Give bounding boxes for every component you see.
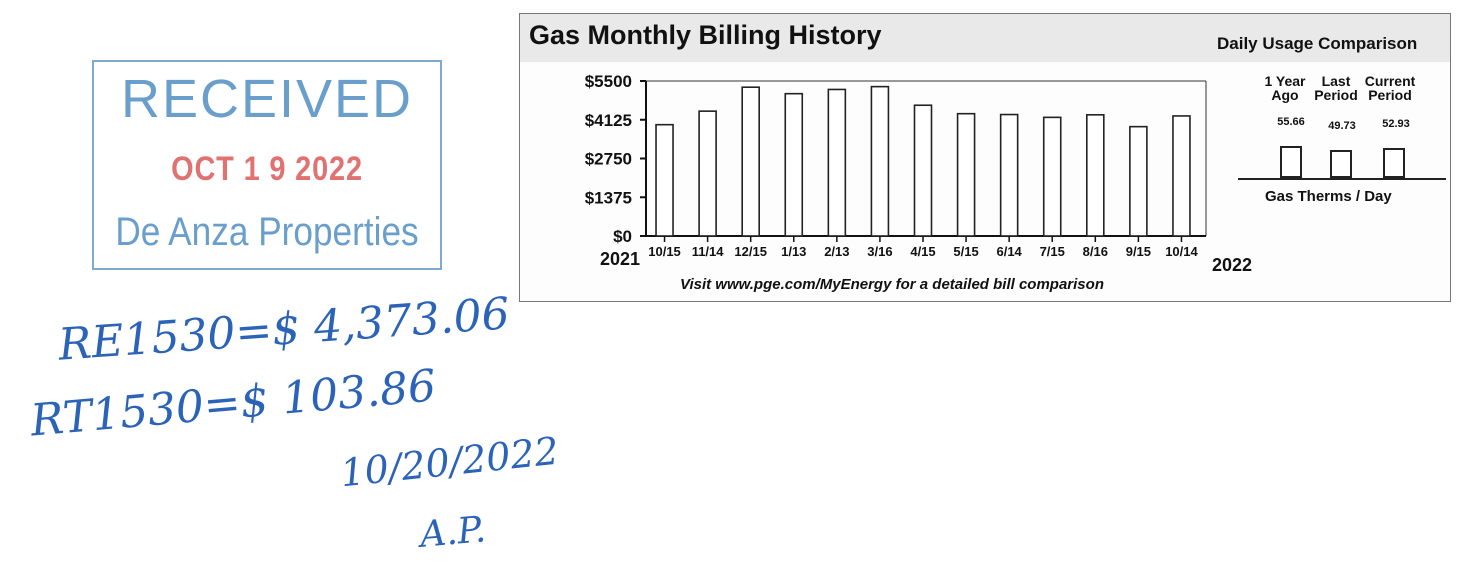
bar [913,104,933,237]
bar [1086,114,1105,237]
y-tick-label: $4125 [585,111,632,130]
received-stamp: RECEIVED OCT 1 9 2022 De Anza Properties [92,60,442,270]
x-start-year-label: 2021 [600,249,640,269]
chart-title: Gas Monthly Billing History [529,20,882,50]
daily-usage-value-2: 49.73 [1328,120,1356,132]
daily-usage-label-1: 1 Year Ago [1253,74,1317,102]
bar [698,110,717,237]
bar [1042,116,1062,237]
bar [784,92,804,237]
x-tick-label: 3/16 [867,244,892,259]
daily-usage-caption: Gas Therms / Day [1265,188,1392,205]
bar [1172,115,1191,237]
bar [827,88,847,237]
daily-usage-title: Daily Usage Comparison [1217,34,1418,53]
x-tick-label: 1/13 [781,244,806,259]
chart-caption: Visit www.pge.com/MyEnergy for a detaile… [680,276,1104,293]
daily-usage-label-2-line2: Period [1314,87,1358,103]
bar [741,86,760,237]
daily-usage-bar-3 [1383,148,1405,178]
billing-bar-chart: $0 $1375 $2750 $4125 $5500 10/15 11/14 12/15 1/1… [585,72,1252,275]
daily-usage-value-1: 55.66 [1277,116,1305,128]
handwritten-initials: A.P. [418,509,488,556]
daily-usage-value-3: 52.93 [1382,118,1410,130]
x-tick-label: 2/13 [824,244,849,259]
x-tick-label: 11/14 [692,244,725,259]
daily-usage-axis [1238,178,1446,180]
daily-usage-label-2: Last Period [1304,74,1368,102]
stamp-company: De Anza Properties [115,210,419,254]
y-tick-label: $1375 [585,188,632,207]
daily-usage-label-3-line2: Period [1368,87,1412,103]
handwritten-rt1530: RT1530=$ 103.86 [28,360,438,447]
daily-usage-label-3: Current Period [1358,74,1422,102]
x-end-year-label: 2022 [1212,255,1252,275]
x-tick-label: 9/15 [1126,244,1151,259]
bar [870,85,890,237]
bar [1129,125,1148,237]
stamp-date: OCT 1 9 2022 [171,150,363,188]
bar [956,112,976,237]
y-tick-label: $5500 [585,72,632,91]
daily-usage-label-3-line1: Current [1364,73,1416,89]
x-tick-label: 7/15 [1040,244,1065,259]
x-tick-label: 12/15 [734,244,767,259]
x-tick-label: 10/15 [648,244,681,259]
x-tick-label: 4/15 [910,244,935,259]
handwritten-date: 10/20/2022 [338,428,561,496]
daily-usage-label-1-line2: Ago [1271,87,1299,103]
x-tick-label: 5/15 [953,244,978,259]
x-tick-label: 8/16 [1083,244,1108,259]
billing-history-panel: Gas Monthly Billing History Daily Usage … [519,13,1451,302]
x-tick-label: 10/14 [1165,244,1198,259]
y-tick-label: $0 [613,227,632,246]
bar [999,113,1019,237]
title-bar [520,14,1450,62]
daily-usage-bar-1 [1280,146,1302,178]
handwritten-re1530: RE1530=$ 4,373.06 [56,288,512,371]
bar [655,123,674,237]
y-tick-label: $2750 [585,150,632,169]
x-tick-label: 6/14 [996,244,1022,259]
stamp-received-text: RECEIVED [120,69,414,129]
daily-usage-label-1-line1: 1 Year [1264,73,1306,89]
daily-usage-bar-2 [1330,150,1352,178]
daily-usage-label-2-line1: Last [1321,73,1351,89]
